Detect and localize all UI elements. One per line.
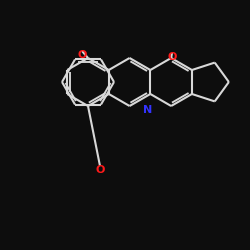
Text: O: O	[167, 52, 177, 62]
Text: O: O	[95, 165, 105, 175]
Text: N: N	[144, 105, 152, 115]
Text: O: O	[77, 50, 87, 60]
